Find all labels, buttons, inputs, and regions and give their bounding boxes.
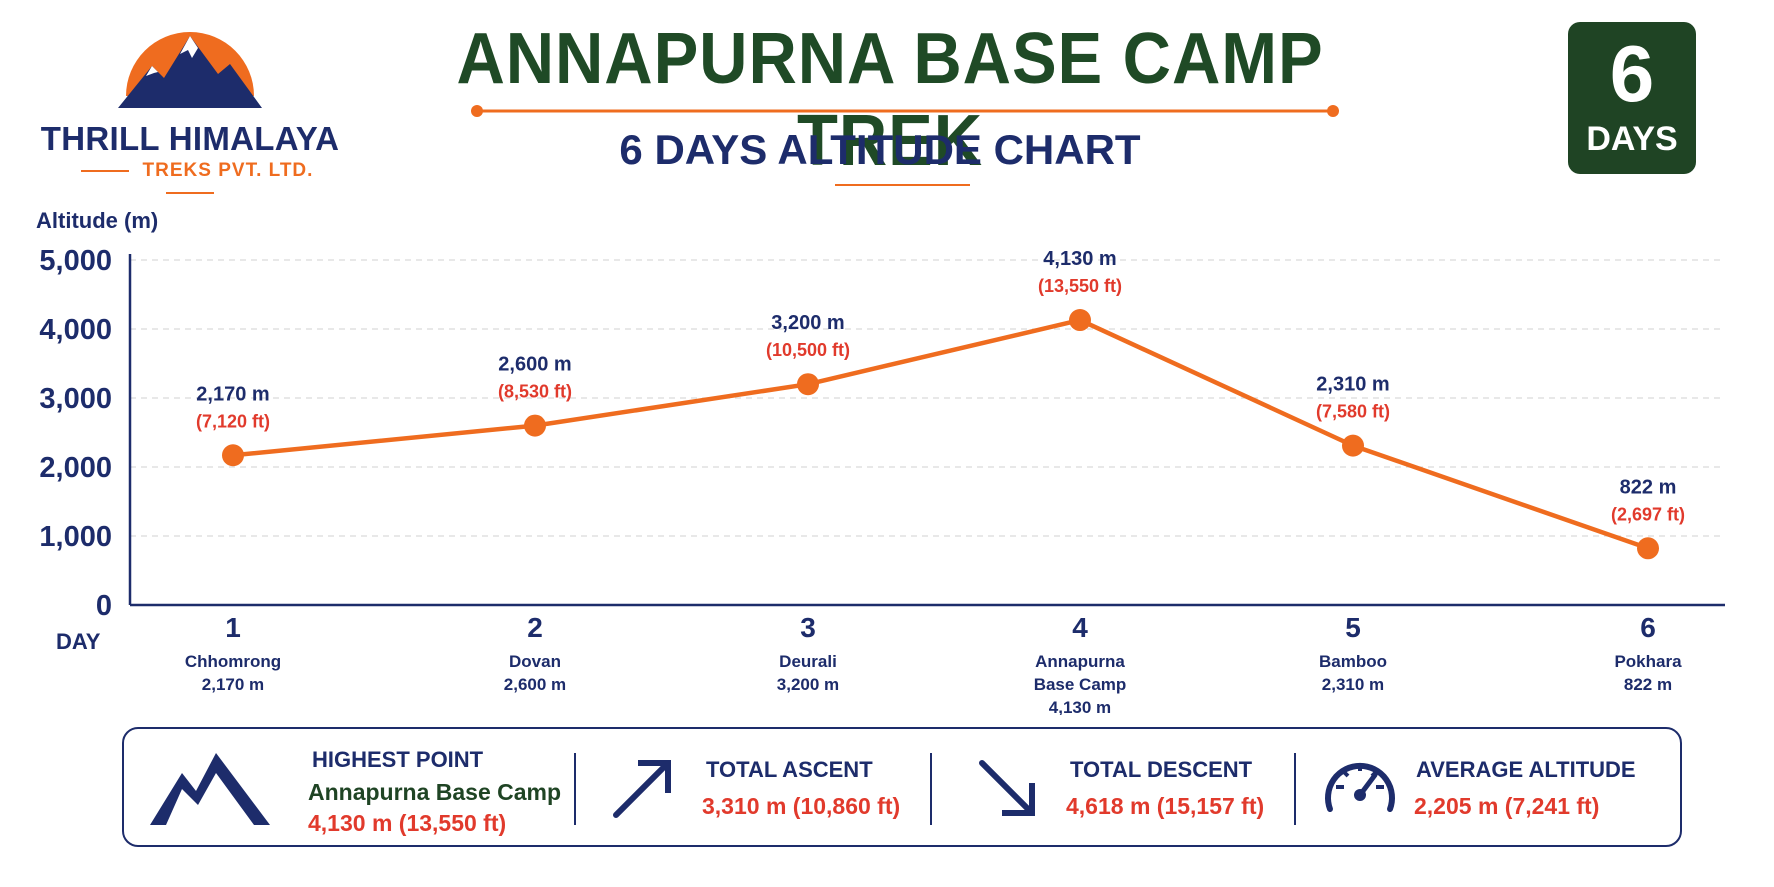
mountain-sun-logo-icon (118, 32, 262, 108)
x-tick-stop-altitude: 822 m (1624, 675, 1672, 694)
stat-divider (930, 753, 932, 825)
gauge-icon (1325, 762, 1395, 812)
y-tick-label: 2,000 (39, 452, 112, 484)
title-underline (471, 105, 1339, 117)
data-point (1069, 309, 1091, 332)
data-label-feet: (7,120 ft) (196, 411, 270, 431)
stat-divider (1294, 753, 1296, 825)
x-tick-stop-name: Deurali (779, 652, 837, 671)
x-tick-day: 2 (527, 612, 543, 643)
brand-name: THRILL HIMALAYA (40, 120, 340, 157)
data-point (1342, 434, 1364, 457)
stat-average-label: AVERAGE ALTITUDE (1416, 757, 1636, 782)
x-tick-day: 4 (1072, 612, 1088, 643)
data-label-meters: 4,130 m (1043, 248, 1116, 270)
y-tick-label: 5,000 (39, 245, 112, 277)
data-label-feet: (7,580 ft) (1316, 402, 1390, 422)
data-label-meters: 3,200 m (771, 312, 844, 334)
altitude-line (232, 317, 1649, 551)
x-tick-day: 5 (1345, 612, 1361, 643)
stat-average-altitude: AVERAGE ALTITUDE 2,205 m (7,241 ft) (1304, 729, 1674, 844)
stat-average-value: 2,205 m (7,241 ft) (1414, 793, 1600, 819)
page-title: ANNAPURNA BASE CAMP TREK (456, 19, 1324, 181)
stat-descent-label: TOTAL DESCENT (1070, 757, 1253, 782)
data-label-meters: 2,170 m (196, 383, 269, 405)
stat-total-ascent: TOTAL ASCENT 3,310 m (10,860 ft) (584, 729, 934, 844)
x-tick-stop-name: Pokhara (1614, 652, 1682, 671)
x-tick-stop-altitude: 4,130 m (1049, 698, 1111, 715)
y-tick-label: 3,000 (39, 383, 112, 415)
data-label-meters: 2,310 m (1316, 374, 1389, 396)
data-labels: 2,170 m (7,120 ft) 2,600 m (8,530 ft) 3,200 … (196, 248, 1685, 524)
subtitle-underline (835, 184, 970, 186)
stat-highest-name: Annapurna Base Camp (308, 779, 562, 805)
x-tick-stop-name: Annapurna (1035, 652, 1125, 671)
stat-highest-point: HIGHEST POINT Annapurna Base Camp 4,130 … (124, 729, 564, 844)
x-tick-stop-altitude: 2,170 m (202, 675, 264, 694)
x-tick-stop-altitude: 3,200 m (777, 675, 839, 694)
x-tick-stop-name: Dovan (509, 652, 561, 671)
stat-divider (574, 753, 576, 825)
arrow-down-right-icon (979, 760, 1035, 816)
x-tick-stop-altitude: 2,600 m (504, 675, 566, 694)
data-point (524, 414, 546, 437)
x-tick-day: 6 (1640, 612, 1656, 643)
brand-subtitle: TREKS PVT. LTD. (40, 160, 340, 204)
x-tick-day: 3 (800, 612, 816, 643)
mountain-icon (150, 753, 270, 825)
stat-descent-value: 4,618 m (15,157 ft) (1066, 793, 1265, 819)
data-point (222, 444, 244, 467)
y-tick-label: 1,000 (39, 521, 112, 553)
x-tick-stop-name: Chhomrong (185, 652, 281, 671)
data-point (797, 373, 819, 396)
chart-gridlines (130, 259, 1725, 537)
stat-ascent-value: 3,310 m (10,860 ft) (702, 793, 901, 819)
data-label-feet: (10,500 ft) (766, 340, 850, 360)
y-tick-label: 0 (96, 590, 112, 622)
y-axis-title: Altitude (m) (36, 208, 158, 233)
stat-total-descent: TOTAL DESCENT 4,618 m (15,157 ft) (940, 729, 1310, 844)
brand-logo: THRILL HIMALAYA TREKS PVT. LTD. (40, 8, 340, 183)
stat-highest-label: HIGHEST POINT (312, 747, 484, 772)
x-tick-stop-altitude: 2,310 m (1322, 675, 1384, 694)
arrow-up-right-icon (613, 760, 671, 818)
stats-panel: HIGHEST POINT Annapurna Base Camp 4,130 … (122, 727, 1682, 847)
altitude-series (222, 309, 1659, 560)
x-axis-title: DAY (56, 629, 101, 654)
x-tick-stop-name: Bamboo (1319, 652, 1387, 671)
days-badge-number: 6 (1609, 29, 1655, 118)
x-tick-day: 1 (225, 612, 241, 643)
y-tick-label: 4,000 (39, 314, 112, 346)
data-label-meters: 822 m (1620, 476, 1677, 498)
x-tick-stop-name: Base Camp (1034, 675, 1127, 694)
data-label-meters: 2,600 m (498, 354, 571, 376)
stat-ascent-label: TOTAL ASCENT (706, 757, 873, 782)
days-badge-unit: DAYS (1586, 120, 1678, 158)
data-label-feet: (8,530 ft) (498, 382, 572, 402)
data-point (1637, 537, 1659, 560)
chart-axes: 0 1,000 2,000 3,000 4,000 5,000 Altitude (m) DA… (36, 208, 1725, 715)
altitude-chart: 0 1,000 2,000 3,000 4,000 5,000 Altitude (m) DA… (36, 208, 1725, 715)
days-badge: 6 DAYS (1568, 22, 1696, 174)
stat-highest-value: 4,130 m (13,550 ft) (308, 810, 507, 836)
data-label-feet: (13,550 ft) (1038, 276, 1122, 296)
chart-subtitle: 6 DAYS ALTITUDE CHART (619, 126, 1141, 173)
data-label-feet: (2,697 ft) (1611, 504, 1685, 524)
